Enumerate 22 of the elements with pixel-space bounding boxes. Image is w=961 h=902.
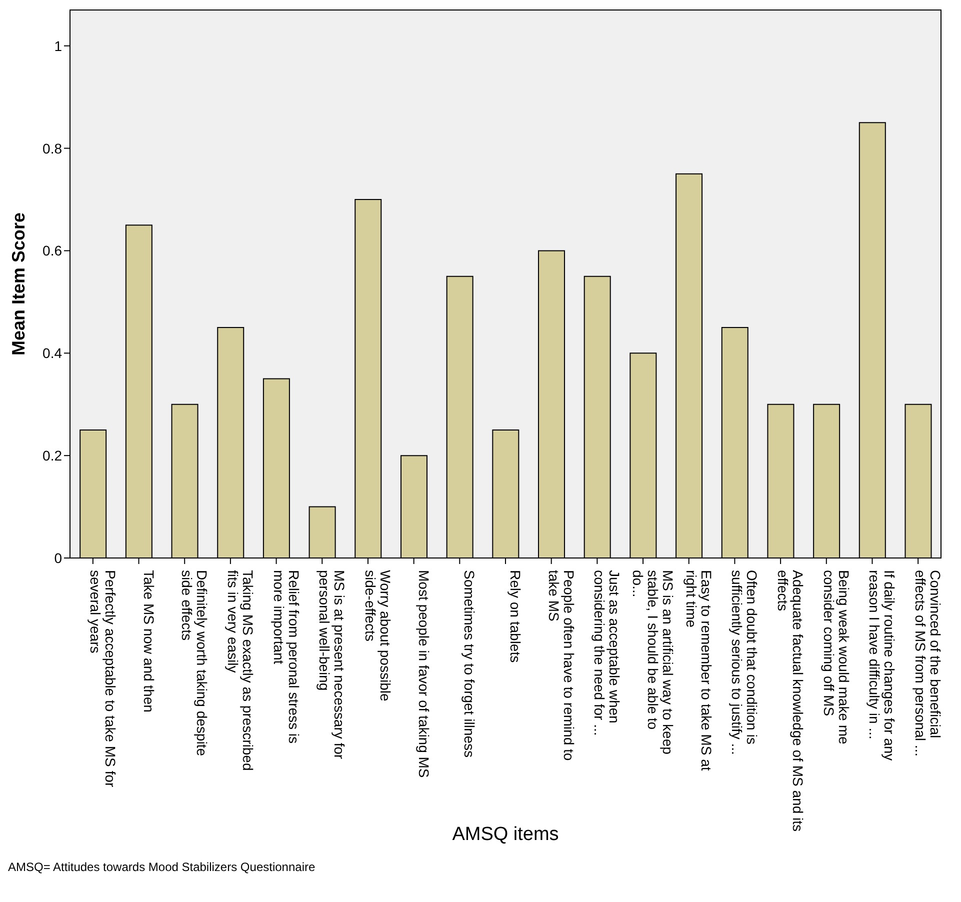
x-tick-label: People often have to remind to take MS bbox=[546, 570, 577, 761]
x-axis-title: AMSQ items bbox=[452, 824, 559, 845]
y-tick-label: 1 bbox=[54, 38, 62, 54]
x-tick-label: Just as acceptable when considering the need for ... bbox=[592, 570, 623, 736]
x-tick-label: If daily routine changes for any reason I have difficulty in ... bbox=[866, 570, 898, 761]
y-tick-label: 0 bbox=[54, 550, 62, 566]
y-tick-label: 0.4 bbox=[42, 345, 62, 362]
x-tick-label: Convinced of the beneficial effects of MS from personal ... bbox=[912, 570, 944, 756]
x-tick-label: Rely on tablets bbox=[508, 570, 524, 663]
y-tick-label: 0.2 bbox=[42, 448, 62, 464]
x-tick-label: Adequate factual knowledge of MS and its effects bbox=[775, 570, 806, 832]
y-tick-label: 0.6 bbox=[42, 242, 62, 259]
y-axis-title: Mean Item Score bbox=[8, 212, 28, 356]
x-tick-label: MS is an artificial way to keep stable, I should be able to do... bbox=[630, 570, 676, 755]
x-tick-label: Often doubt that condition is sufficiently serious to justify ... bbox=[729, 570, 760, 755]
x-tick-label: Definitely worth taking despite side effects bbox=[179, 570, 210, 756]
x-tick-label: Most people in favor of taking MS bbox=[416, 570, 432, 778]
x-tick-label: Take MS now and then bbox=[140, 570, 157, 712]
y-tick-label: 0.8 bbox=[42, 140, 62, 156]
x-tick-label: Perfectly acceptable to take MS for several years bbox=[87, 570, 118, 788]
x-tick-label: Sometimes try to forget illness bbox=[462, 570, 478, 758]
text: AMSQ= Attitudes towards Mood Stabilizers Questionnaire bbox=[8, 860, 316, 874]
